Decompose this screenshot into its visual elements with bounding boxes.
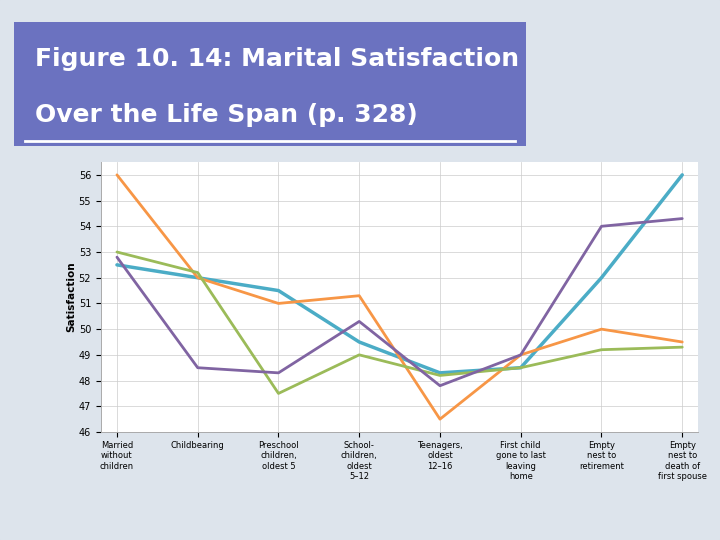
Text: Over the Life Span (p. 328): Over the Life Span (p. 328) — [35, 103, 418, 127]
Text: Figure 10. 14: Marital Satisfaction: Figure 10. 14: Marital Satisfaction — [35, 47, 519, 71]
FancyBboxPatch shape — [0, 15, 552, 152]
Y-axis label: Satisfaction: Satisfaction — [66, 262, 76, 332]
